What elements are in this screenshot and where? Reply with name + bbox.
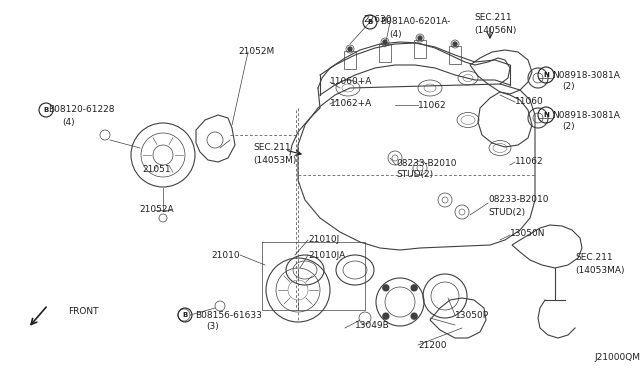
Text: 11060+A: 11060+A xyxy=(330,77,372,87)
Text: 21010: 21010 xyxy=(211,250,240,260)
Text: 11062+A: 11062+A xyxy=(330,99,372,109)
Text: 22630: 22630 xyxy=(364,16,392,25)
Text: (3): (3) xyxy=(206,323,219,331)
Circle shape xyxy=(442,197,448,203)
Text: FRONT: FRONT xyxy=(68,308,99,317)
Text: 21051: 21051 xyxy=(143,166,172,174)
Circle shape xyxy=(417,165,423,171)
Text: SEC.211: SEC.211 xyxy=(253,144,291,153)
Text: N08918-3081A: N08918-3081A xyxy=(552,110,620,119)
Text: STUD(2): STUD(2) xyxy=(396,170,433,180)
Text: 21010JA: 21010JA xyxy=(308,250,345,260)
Circle shape xyxy=(411,313,417,319)
Bar xyxy=(414,40,426,58)
Text: 11062: 11062 xyxy=(515,157,543,167)
Text: B08156-61633: B08156-61633 xyxy=(195,311,262,320)
Text: 13049B: 13049B xyxy=(355,321,390,330)
Bar xyxy=(344,51,356,69)
Text: (14053M): (14053M) xyxy=(253,155,296,164)
Circle shape xyxy=(459,209,465,215)
Text: (14056N): (14056N) xyxy=(474,26,516,35)
Text: (4): (4) xyxy=(389,31,402,39)
Text: N08918-3081A: N08918-3081A xyxy=(552,71,620,80)
Circle shape xyxy=(383,313,389,319)
Text: (14053MA): (14053MA) xyxy=(575,266,625,275)
Text: B08120-61228: B08120-61228 xyxy=(48,106,115,115)
Text: B: B xyxy=(182,312,188,318)
Text: 13050P: 13050P xyxy=(455,311,489,320)
Circle shape xyxy=(348,47,352,51)
Text: 08233-B2010: 08233-B2010 xyxy=(396,158,456,167)
Text: (4): (4) xyxy=(62,118,75,126)
Circle shape xyxy=(392,155,398,161)
Bar xyxy=(379,44,391,62)
Text: 11062: 11062 xyxy=(418,100,447,109)
Text: 21010J: 21010J xyxy=(308,235,339,244)
Text: 08233-B2010: 08233-B2010 xyxy=(488,196,548,205)
Circle shape xyxy=(383,40,387,44)
Text: B081A0-6201A-: B081A0-6201A- xyxy=(380,17,451,26)
Text: 11060: 11060 xyxy=(515,97,544,106)
Text: (2): (2) xyxy=(562,122,575,131)
Text: SEC.211: SEC.211 xyxy=(474,13,511,22)
Text: 21200: 21200 xyxy=(418,340,447,350)
Text: 21052A: 21052A xyxy=(140,205,174,215)
Text: STUD(2): STUD(2) xyxy=(488,208,525,217)
Text: J21000QM: J21000QM xyxy=(594,353,640,362)
Circle shape xyxy=(418,36,422,40)
Text: B: B xyxy=(367,19,372,25)
Text: 13050N: 13050N xyxy=(510,228,545,237)
Text: (2): (2) xyxy=(562,83,575,92)
Circle shape xyxy=(453,42,457,46)
Text: N: N xyxy=(543,72,549,78)
Bar xyxy=(449,46,461,64)
Circle shape xyxy=(411,285,417,291)
Text: B: B xyxy=(44,107,49,113)
Text: SEC.211: SEC.211 xyxy=(575,253,612,263)
Circle shape xyxy=(383,285,389,291)
Text: 21052M: 21052M xyxy=(238,48,275,57)
Text: N: N xyxy=(543,112,549,118)
